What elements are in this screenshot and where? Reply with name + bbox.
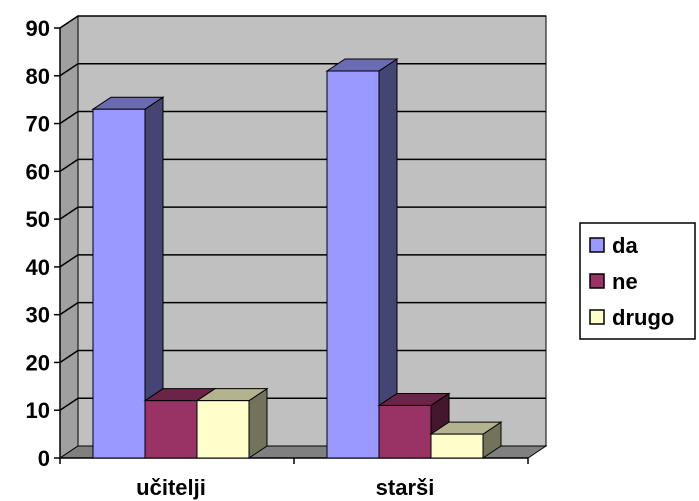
legend-swatch-ne <box>589 273 605 289</box>
y-tick-label: 50 <box>26 207 50 232</box>
y-tick-label: 40 <box>26 255 50 280</box>
legend-swatch-drugo <box>589 309 605 325</box>
bar-front <box>378 404 432 459</box>
bar-front <box>92 108 146 459</box>
bar-da-0 <box>91 96 165 459</box>
bar-front <box>196 400 250 459</box>
side-wall <box>59 15 79 459</box>
category-label: učitelji <box>136 475 206 500</box>
y-tick-label: 60 <box>26 159 50 184</box>
legend-label-ne: ne <box>612 269 638 294</box>
y-tick-label: 90 <box>26 16 50 41</box>
gridline-90 <box>59 15 546 29</box>
legend-label-drugo: drugo <box>612 305 674 330</box>
y-tick-label: 20 <box>26 350 50 375</box>
legend: da ne drugo <box>579 222 696 340</box>
y-tick-label: 0 <box>38 446 50 471</box>
y-tick-label: 80 <box>26 64 50 89</box>
category-labels: učitelji starši <box>136 475 434 500</box>
category-label: starši <box>376 475 435 500</box>
y-tick-label: 10 <box>26 398 50 423</box>
bar-front <box>430 433 484 459</box>
y-tick-label: 30 <box>26 303 50 328</box>
bar-drugo-0 <box>195 387 269 459</box>
y-tick-label: 70 <box>26 112 50 137</box>
bar-front <box>326 70 380 459</box>
legend-swatch-da <box>589 237 605 253</box>
y-axis-ticks: 0 10 20 30 40 50 60 70 80 90 <box>26 16 60 471</box>
bar-front <box>144 400 198 459</box>
bar-da-1 <box>325 58 399 459</box>
legend-label-da: da <box>612 233 638 258</box>
bars <box>91 58 503 459</box>
bar-drugo-1 <box>429 421 503 459</box>
